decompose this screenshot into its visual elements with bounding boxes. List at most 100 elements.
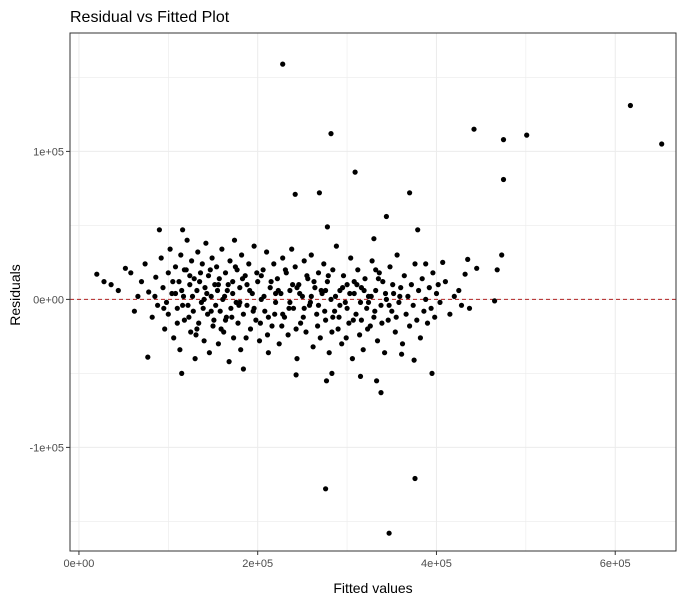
data-point [382,350,388,356]
x-tick-label: 4e+05 [421,558,452,570]
data-point [257,320,263,326]
data-point [217,308,223,314]
data-point [155,302,161,308]
data-point [273,299,279,305]
data-point [232,264,238,270]
data-point [374,338,381,344]
data-point [208,293,214,299]
data-point [412,475,418,482]
data-point [323,378,330,384]
data-point [230,279,236,285]
data-point [335,326,341,332]
data-point [238,347,244,353]
data-point [340,273,347,279]
data-point [294,356,300,362]
x-axis-title: Fitted values [333,580,412,596]
data-point [405,293,411,299]
data-point [412,261,418,267]
data-point [165,270,171,276]
data-point [312,285,318,291]
data-point [149,314,155,320]
data-point [274,276,280,282]
data-point [456,287,462,294]
data-point [396,299,402,305]
data-point [167,246,173,252]
data-point [205,273,212,279]
data-point [328,296,334,302]
y-axis-title: Residuals [7,264,23,325]
data-point [371,236,377,242]
data-point [290,305,297,311]
data-point [494,267,500,273]
data-point [279,323,285,329]
data-point [267,285,273,291]
data-point [430,270,436,276]
data-point [262,308,268,314]
data-point [401,273,407,279]
data-point [407,323,413,329]
data-point [310,344,316,350]
data-point [165,311,171,317]
data-point [218,326,224,332]
data-point [394,252,400,258]
data-point [176,279,182,285]
data-point [292,264,298,270]
data-point [158,255,164,261]
data-point [226,359,232,365]
data-point [231,335,237,341]
data-point [122,265,128,271]
data-point [108,282,114,288]
data-point [423,261,429,267]
data-point [177,347,183,353]
data-point [355,267,361,273]
data-point [172,290,179,297]
data-point [269,323,275,329]
data-point [344,282,350,288]
data-point [152,293,158,299]
data-point [329,329,335,335]
data-point [258,273,264,279]
data-point [407,190,413,196]
data-point [435,282,441,288]
data-point [280,255,286,261]
data-point [210,323,216,329]
data-point [174,305,180,311]
data-point [353,311,359,317]
data-point [329,370,335,376]
data-point [196,320,202,326]
data-point [311,279,317,285]
data-point [186,314,192,320]
data-point [304,273,310,279]
data-point [349,356,355,362]
data-point [206,350,212,356]
data-point [392,329,398,335]
data-point [255,279,261,285]
data-point [142,261,148,267]
data-point [458,302,465,308]
data-point [235,320,241,326]
data-point [181,317,187,323]
data-point [330,314,336,320]
data-point [260,267,266,273]
data-point [212,282,218,288]
data-point [202,285,208,291]
data-point [389,308,395,314]
data-point [287,299,293,305]
data-point [181,267,187,273]
data-point [357,299,364,305]
data-point [371,314,377,320]
data-point [323,287,329,294]
data-point [191,276,197,282]
data-point [429,370,435,376]
data-point [161,305,167,311]
data-point [428,305,434,311]
data-point [228,305,234,311]
data-point [417,335,423,341]
data-point [398,285,404,291]
plot-panel-border [69,32,677,552]
data-point [197,270,204,276]
data-point [192,356,198,362]
data-point [179,370,185,376]
data-point [180,302,186,308]
data-point [287,287,293,294]
